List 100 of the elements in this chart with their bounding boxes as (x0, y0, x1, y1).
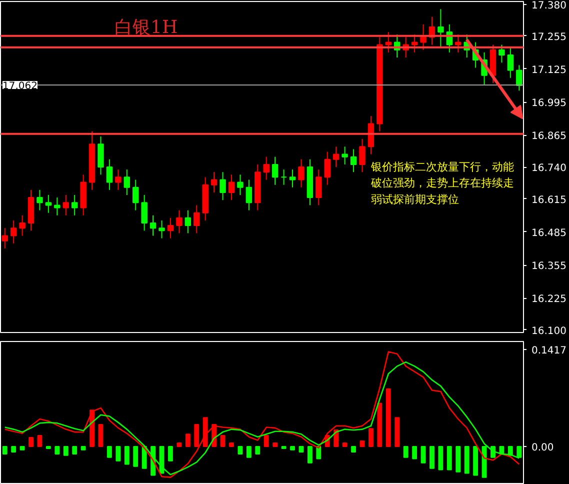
bar (342, 442, 348, 447)
bar (20, 446, 25, 450)
y-tick-label: 17.380 (532, 0, 566, 12)
bar (438, 446, 444, 470)
bar (255, 446, 260, 454)
candlestick (455, 34, 462, 53)
candlestick (220, 172, 226, 201)
bar (412, 446, 418, 460)
candlestick (98, 136, 104, 176)
candlestick (272, 156, 278, 186)
bar (246, 446, 252, 458)
candlestick (62, 194, 69, 216)
candlestick (342, 146, 348, 165)
candlestick (176, 210, 182, 234)
candlestick (280, 169, 287, 186)
bar (386, 388, 391, 447)
bar (420, 446, 426, 464)
candlestick (115, 169, 122, 190)
candlestick (19, 214, 26, 236)
candlestick (298, 158, 304, 188)
bar (360, 440, 365, 447)
candlestick (498, 44, 505, 64)
y-tick-label: 16.485 (532, 228, 566, 239)
bar (403, 446, 408, 458)
candlestick (210, 172, 218, 193)
bar (351, 446, 356, 452)
bar (194, 424, 200, 447)
candlestick (124, 169, 130, 196)
candlestick (316, 169, 322, 206)
bar (124, 446, 130, 465)
text: 白银1H (114, 16, 178, 38)
candlestick (106, 158, 113, 190)
y-tick-label: 16.740 (532, 163, 566, 174)
bar (176, 442, 182, 447)
bar (490, 446, 496, 458)
bar (72, 446, 78, 454)
bar (98, 424, 104, 447)
candlestick (350, 148, 357, 173)
candlestick (45, 194, 52, 214)
bar (80, 446, 86, 450)
bar (272, 442, 278, 447)
candlestick (158, 220, 165, 239)
annotation: 银价指标二次放量下行，动能破位强劲，走势上存在持续走弱试探前期支撑位 (370, 160, 514, 206)
candlestick (289, 169, 296, 188)
bar (37, 434, 42, 447)
y-tick-label: 16.100 (532, 326, 566, 337)
bar (238, 446, 243, 454)
candlestick (141, 194, 148, 232)
bar (202, 417, 208, 447)
candlestick (167, 217, 174, 239)
candlestick (54, 197, 60, 216)
bar (46, 446, 51, 450)
bar (446, 446, 452, 470)
candlestick (438, 8, 444, 48)
y-tick-label: 16.225 (532, 294, 566, 306)
bar (264, 434, 269, 447)
candlestick (237, 174, 244, 196)
candlestick (324, 151, 330, 186)
candlestick (263, 156, 270, 180)
bar (168, 446, 173, 462)
candlestick (150, 214, 156, 236)
bar (106, 446, 112, 458)
bar (430, 446, 434, 469)
bar (316, 446, 322, 460)
bar (334, 429, 339, 447)
candlestick (132, 179, 139, 211)
candlestick (420, 24, 426, 50)
bar (2, 446, 8, 454)
bar (63, 446, 68, 456)
bar (28, 437, 34, 447)
candlestick (332, 146, 340, 168)
y-tick-label: 0.1417 (532, 345, 566, 356)
bar (185, 434, 190, 447)
bar (220, 434, 226, 447)
y-tick-label: 16.355 (532, 261, 566, 272)
bar (394, 417, 400, 447)
bar (281, 446, 286, 450)
candlestick (2, 228, 8, 249)
candlestick (36, 189, 43, 211)
y-tick-label: 17.255 (532, 32, 566, 43)
bar (90, 410, 94, 447)
bar (464, 446, 470, 474)
bar (229, 442, 234, 447)
bar (368, 428, 374, 447)
y-tick-label: 16.615 (532, 194, 566, 206)
y-tick-label: 16.995 (532, 98, 566, 110)
bar (116, 446, 121, 462)
bar (473, 446, 478, 476)
bar (456, 446, 461, 472)
bar (54, 446, 60, 454)
candlestick (71, 194, 78, 216)
bar (377, 402, 382, 447)
y-tick-label: 17.125 (532, 64, 566, 76)
bar (133, 446, 138, 467)
bar (307, 446, 312, 464)
candlestick (10, 220, 17, 244)
candlestick (359, 138, 366, 173)
y-tick-label: 16.865 (532, 131, 566, 142)
bar (298, 446, 304, 452)
candlestick (246, 179, 252, 211)
